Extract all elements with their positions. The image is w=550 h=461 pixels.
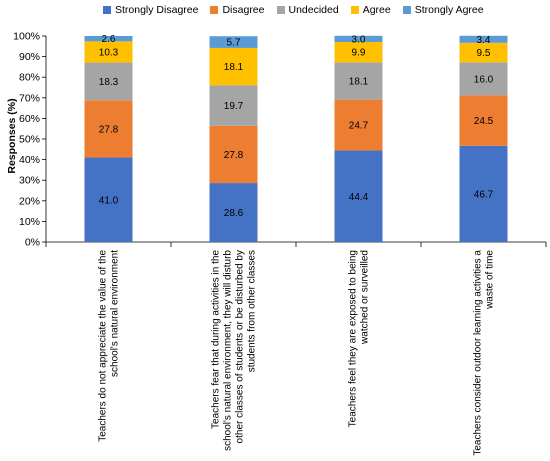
data-label: 24.7: [349, 121, 369, 132]
y-tick-label: 40%: [19, 154, 40, 166]
data-label: 9.5: [477, 48, 491, 59]
x-category-label: watched or surveilled: [360, 250, 371, 345]
x-category-label: Teachers fear that during activities in …: [211, 250, 222, 429]
legend-label-agree: Agree: [362, 4, 391, 16]
x-category-label: Teachers do not appreciate the value of …: [98, 250, 109, 442]
data-label: 27.8: [99, 124, 119, 135]
y-tick-label: 20%: [19, 195, 40, 207]
x-category-label: other classes of students or be disturbe…: [235, 250, 246, 443]
legend-swatch-undecided: [276, 6, 285, 14]
x-category-label: Teachers consider outdoor learning activ…: [473, 250, 484, 456]
data-label: 5.7: [227, 38, 241, 49]
data-label: 28.6: [224, 208, 244, 219]
data-label: 24.5: [474, 116, 494, 127]
bar-segment: [209, 85, 258, 126]
x-category-label: students from other classes: [247, 250, 258, 372]
legend-item-strongly-agree: Strongly Agree: [402, 4, 484, 16]
bar-segment: [334, 35, 383, 42]
data-label: 18.1: [349, 77, 369, 88]
bar-segment: [334, 150, 383, 242]
legend-item-undecided: Undecided: [276, 4, 339, 16]
data-label: 2.6: [102, 34, 116, 45]
bar-segment: [209, 125, 258, 184]
legend-label-strongly-agree: Strongly Agree: [414, 4, 484, 16]
chart-legend: Strongly Disagree Disagree Undecided Agr…: [103, 3, 496, 17]
y-tick-label: 70%: [19, 92, 40, 104]
legend-label-disagree: Disagree: [222, 4, 265, 16]
data-label: 41.0: [99, 195, 119, 206]
data-label: 3.4: [477, 35, 491, 46]
bar-segment: [209, 47, 258, 86]
data-label: 19.7: [224, 101, 244, 112]
data-label: 18.1: [224, 62, 244, 73]
y-tick-label: 90%: [19, 51, 40, 63]
legend-label-strongly-disagree: Strongly Disagree: [115, 4, 199, 16]
data-label: 46.7: [474, 189, 494, 200]
bar-segment: [84, 62, 133, 101]
bar-segment: [334, 99, 383, 151]
y-tick-label: 80%: [19, 72, 40, 84]
data-label: 44.4: [349, 192, 369, 203]
x-category-label: school's natural environment, they will …: [223, 250, 234, 451]
x-category-label: waste of time: [485, 250, 496, 310]
data-label: 18.3: [99, 77, 119, 88]
legend-swatch-strongly-agree: [402, 6, 411, 14]
y-tick-label: 100%: [13, 31, 40, 43]
bar-segment: [334, 62, 383, 100]
x-category-label: school's natural environment: [110, 250, 121, 377]
bar-segment: [84, 157, 133, 242]
bar-segment: [84, 36, 133, 42]
y-tick-label: 30%: [19, 175, 40, 187]
legend-swatch-strongly-disagree: [103, 6, 111, 14]
bar-segment: [84, 100, 133, 158]
bar-segment: [459, 95, 508, 146]
bar-segment: [209, 36, 258, 48]
y-tick-label: 10%: [19, 216, 40, 228]
data-label: 16.0: [474, 74, 494, 85]
bar-segment: [459, 145, 508, 242]
legend-swatch-agree: [350, 6, 359, 14]
y-tick-label: 60%: [19, 113, 40, 125]
data-label: 27.8: [224, 150, 244, 161]
data-label: 10.3: [99, 47, 119, 58]
bar-segment: [209, 183, 258, 242]
bar-segment: [84, 41, 133, 63]
bar-segment: [334, 41, 383, 63]
bar-segment: [459, 62, 508, 96]
legend-label-undecided: Undecided: [288, 4, 339, 16]
data-label: 9.9: [352, 48, 366, 59]
legend-item-agree: Agree: [350, 4, 391, 16]
bar-segment: [459, 42, 508, 63]
legend-item-disagree: Disagree: [210, 4, 265, 16]
y-tick-label: 50%: [19, 134, 40, 146]
legend-swatch-disagree: [210, 6, 219, 14]
data-label: 3.0: [352, 34, 366, 45]
bar-segment: [459, 35, 508, 43]
legend-item-strongly-disagree: Strongly Disagree: [103, 4, 198, 16]
x-category-label: Teachers feel they are exposed to being: [348, 250, 359, 427]
y-tick-label: 0%: [25, 237, 40, 249]
